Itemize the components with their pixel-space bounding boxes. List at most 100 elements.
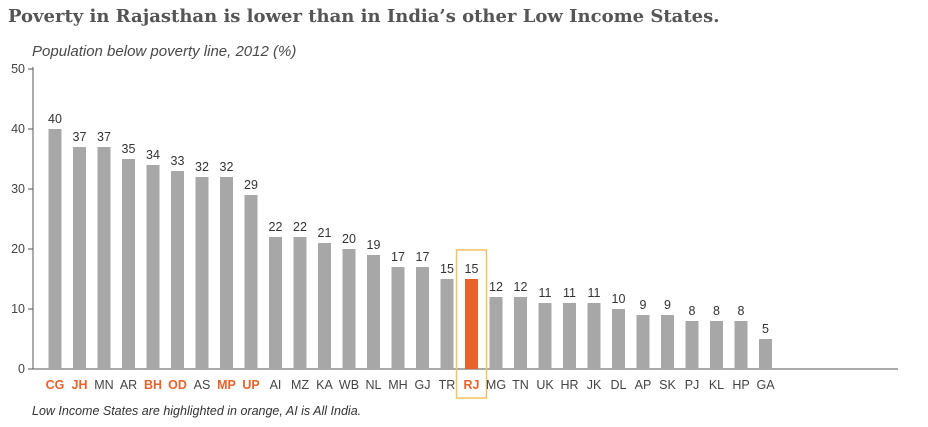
value-label-up: 29 — [244, 178, 258, 192]
value-label-tr: 15 — [440, 262, 454, 276]
y-tick-label-20: 20 — [11, 242, 25, 256]
value-label-jh: 37 — [73, 130, 87, 144]
bar-mz — [293, 237, 307, 369]
x-label-mp: MP — [217, 378, 236, 392]
x-label-as: AS — [194, 378, 211, 392]
x-label-hr: HR — [560, 378, 578, 392]
value-label-rj: 15 — [465, 262, 479, 276]
bar-mp — [220, 177, 233, 369]
value-label-ar: 35 — [122, 142, 136, 156]
bar-ap — [636, 315, 650, 369]
x-label-od: OD — [168, 378, 187, 392]
value-label-gj: 17 — [416, 250, 430, 264]
value-label-od: 33 — [171, 154, 185, 168]
bar-jk — [587, 303, 601, 369]
chart-title: Poverty in Rajasthan is lower than in In… — [8, 6, 720, 27]
bar-cg — [48, 129, 62, 369]
bar-up — [244, 195, 258, 369]
bar-ga — [759, 339, 772, 369]
footnote: Low Income States are highlighted in ora… — [32, 404, 362, 418]
x-label-mg: MG — [486, 378, 506, 392]
bar-sk — [661, 315, 674, 369]
x-label-pj: PJ — [685, 378, 700, 392]
bar-ka — [318, 243, 331, 369]
bar-tr — [440, 279, 454, 369]
bar-bh — [146, 165, 160, 369]
value-label-ap: 9 — [640, 298, 647, 312]
x-label-uk: UK — [536, 378, 554, 392]
bar-jh — [73, 147, 86, 369]
bar-as — [195, 177, 209, 369]
bar-kl — [710, 321, 723, 369]
value-label-hp: 8 — [738, 304, 745, 318]
y-tick-label-40: 40 — [11, 122, 25, 136]
value-label-bh: 34 — [146, 148, 160, 162]
value-label-jk: 11 — [588, 286, 601, 300]
x-label-kl: KL — [709, 378, 724, 392]
highlight-box-rj — [455, 249, 488, 399]
x-label-mz: MZ — [291, 378, 309, 392]
value-label-kl: 8 — [713, 304, 720, 318]
x-label-ka: KA — [316, 378, 333, 392]
value-label-wb: 20 — [342, 232, 356, 246]
value-label-cg: 40 — [48, 112, 62, 126]
value-label-pj: 8 — [689, 304, 696, 318]
y-tick-label-30: 30 — [11, 182, 25, 196]
value-label-uk: 11 — [539, 286, 552, 300]
x-label-nl: NL — [366, 378, 382, 392]
value-label-mp: 32 — [220, 160, 234, 174]
bar-gj — [416, 267, 429, 369]
bar-mn — [97, 147, 111, 369]
y-axis-title: Population below poverty line, 2012 (%) — [32, 43, 297, 60]
y-tick-label-50: 50 — [11, 62, 25, 76]
y-tick-label-10: 10 — [11, 302, 25, 316]
x-label-dl: DL — [611, 378, 627, 392]
x-label-mn: MN — [94, 378, 113, 392]
value-label-nl: 19 — [367, 238, 381, 252]
bar-hp — [734, 321, 748, 369]
x-label-bh: BH — [144, 378, 162, 392]
bar-uk — [538, 303, 552, 369]
value-label-dl: 10 — [612, 292, 626, 306]
bar-dl — [612, 309, 625, 369]
value-label-as: 32 — [195, 160, 209, 174]
x-label-gj: GJ — [415, 378, 431, 392]
x-label-up: UP — [242, 378, 259, 392]
bar-hr — [563, 303, 576, 369]
x-label-ai: AI — [270, 378, 282, 392]
value-label-ka: 21 — [318, 226, 332, 240]
bar-rj — [465, 279, 478, 369]
value-label-sk: 9 — [664, 298, 671, 312]
x-label-hp: HP — [732, 378, 749, 392]
value-label-hr: 11 — [563, 286, 576, 300]
y-tick-label-0: 0 — [18, 362, 25, 376]
bar-ar — [122, 159, 135, 369]
value-label-mh: 17 — [391, 250, 405, 264]
x-label-jh: JH — [72, 378, 88, 392]
value-label-mn: 37 — [97, 130, 111, 144]
x-label-sk: SK — [659, 378, 676, 392]
value-label-ga: 5 — [762, 322, 769, 336]
bar-nl — [367, 255, 380, 369]
bar-mg — [489, 297, 503, 369]
bar-od — [171, 171, 184, 369]
value-label-mz: 22 — [293, 220, 307, 234]
bar-pj — [685, 321, 699, 369]
x-label-ap: AP — [635, 378, 652, 392]
value-label-tn: 12 — [514, 280, 528, 294]
bar-mh — [391, 267, 405, 369]
x-label-wb: WB — [339, 378, 359, 392]
x-label-cg: CG — [46, 378, 65, 392]
x-label-rj: RJ — [464, 378, 480, 392]
value-label-ai: 22 — [269, 220, 283, 234]
bar-tn — [514, 297, 527, 369]
x-label-tr: TR — [439, 378, 456, 392]
x-label-tn: TN — [512, 378, 529, 392]
x-label-jk: JK — [587, 378, 602, 392]
x-label-ga: GA — [756, 378, 775, 392]
x-label-mh: MH — [388, 378, 407, 392]
value-label-mg: 12 — [489, 280, 503, 294]
bar-wb — [342, 249, 356, 369]
x-label-ar: AR — [120, 378, 137, 392]
